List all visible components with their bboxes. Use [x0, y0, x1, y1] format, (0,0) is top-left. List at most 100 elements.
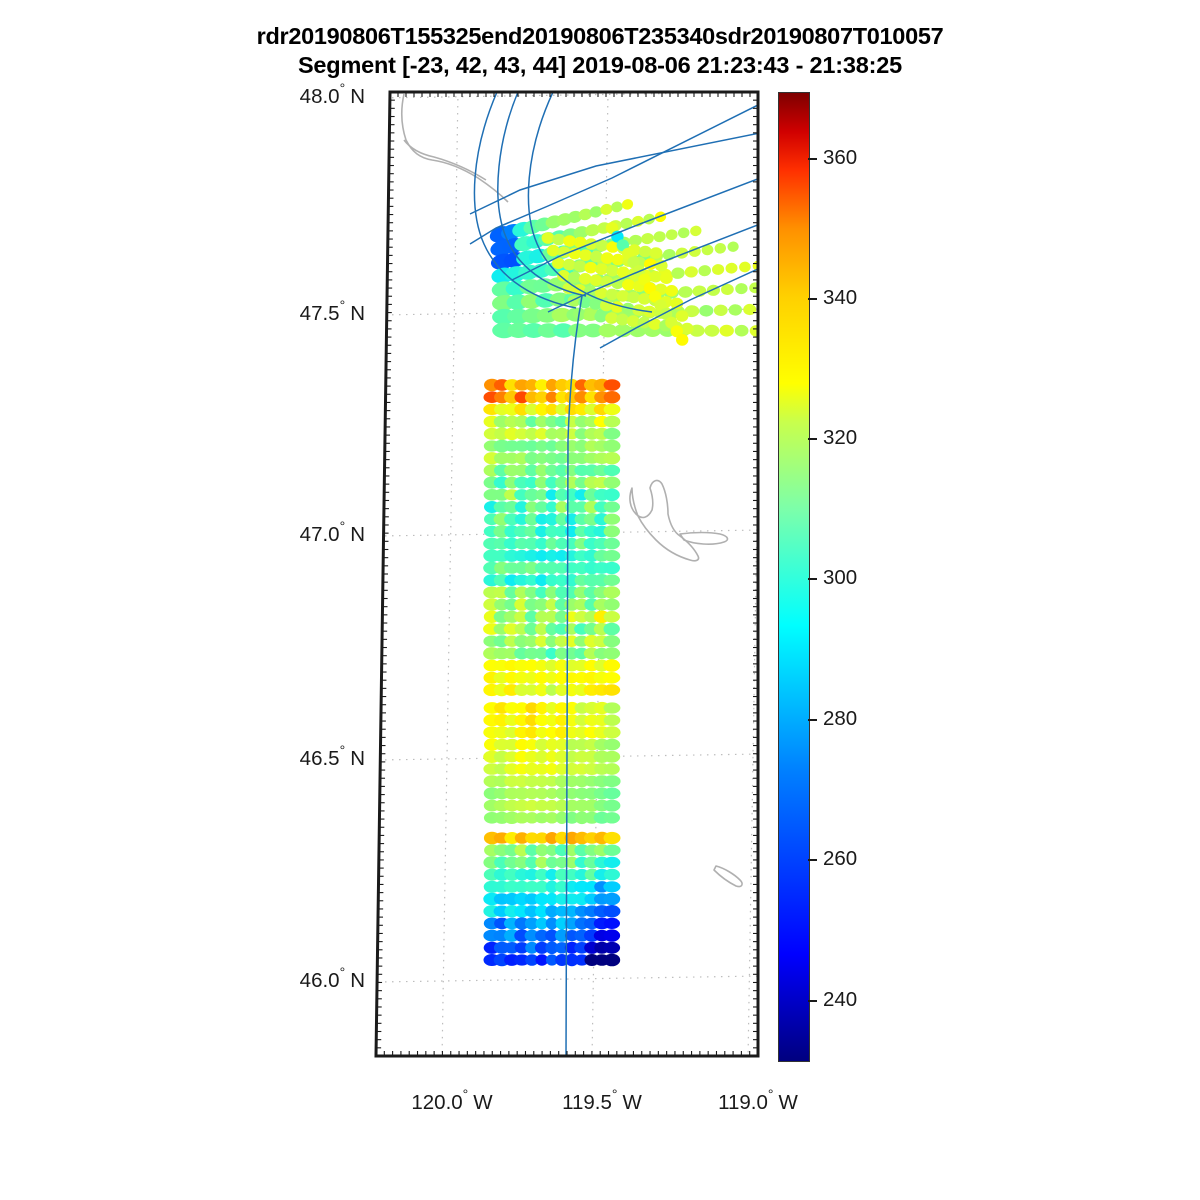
- footprint-marker: [535, 775, 549, 788]
- footprint-marker: [728, 304, 742, 316]
- footprint-marker: [514, 659, 530, 672]
- flight-track-layer: [469, 92, 758, 1056]
- footprint-marker: [603, 812, 620, 824]
- footprint-marker: [555, 763, 569, 775]
- footprint-marker: [514, 428, 529, 440]
- axis-minor-ticks: [753, 91, 758, 1057]
- footprint-marker: [552, 257, 565, 269]
- footprint-marker: [603, 476, 621, 489]
- footprint-marker: [514, 440, 530, 452]
- footprint-marker: [603, 513, 621, 525]
- latitude-label: 46.5° N: [299, 742, 365, 770]
- footprint-marker: [603, 574, 620, 586]
- footprint-marker: [545, 929, 559, 942]
- footprint-marker: [555, 537, 569, 550]
- footprint-marker: [536, 308, 558, 323]
- footprint-marker: [565, 726, 579, 739]
- flight-track-path: [547, 223, 758, 313]
- footprint-marker: [504, 452, 520, 464]
- footprint-marker: [545, 403, 559, 416]
- footprint-marker: [535, 905, 549, 918]
- footprint-marker: [620, 217, 633, 230]
- footprint-marker: [514, 750, 530, 763]
- footprint-marker: [535, 574, 549, 587]
- footprint-marker: [555, 905, 569, 917]
- footprint-marker: [555, 831, 569, 845]
- footprint-marker: [603, 750, 621, 763]
- footprint-marker: [603, 702, 621, 714]
- footprint-marker: [564, 714, 580, 727]
- footprint-marker: [545, 476, 559, 489]
- footprint-marker: [605, 312, 618, 324]
- footprint-marker: [535, 880, 549, 893]
- colorbar[interactable]: 360 340 320 300 280 260 240: [778, 92, 898, 1062]
- footprint-marker: [524, 905, 540, 918]
- footprint-marker: [545, 880, 559, 894]
- colorbar-tick-mark: [808, 578, 817, 580]
- footprint-marker: [534, 598, 549, 611]
- footprint-marker: [604, 868, 620, 881]
- footprint-marker: [524, 671, 539, 684]
- footprint-marker: [603, 439, 621, 453]
- footprint-marker: [555, 671, 569, 685]
- footprint-marker: [535, 929, 549, 942]
- footprint-marker: [648, 318, 662, 330]
- footprint-marker: [638, 293, 651, 305]
- footprint-marker: [535, 635, 549, 647]
- footprint-marker: [555, 868, 569, 881]
- flight-track-path: [599, 267, 758, 349]
- footprint-marker: [627, 256, 640, 269]
- footprint-marker: [554, 525, 569, 538]
- footprint-marker: [653, 231, 666, 243]
- footprint-marker: [524, 881, 540, 893]
- footprint-marker: [699, 304, 714, 317]
- footprint-marker: [641, 233, 654, 245]
- footprint-marker: [514, 476, 530, 489]
- footprint-marker: [589, 298, 602, 310]
- coastline-path: [713, 865, 743, 888]
- footprint-marker: [739, 261, 751, 273]
- footprint-marker: [535, 812, 549, 824]
- footprint-marker: [545, 489, 559, 501]
- map-plot-area[interactable]: [370, 88, 770, 1068]
- footprint-marker: [735, 283, 748, 295]
- footprint-marker: [535, 550, 549, 562]
- footprint-marker: [535, 440, 549, 452]
- footprint-marker: [603, 622, 620, 636]
- footprint-marker: [603, 561, 620, 575]
- footprint-marker: [675, 310, 689, 322]
- footprint-marker: [564, 750, 579, 763]
- footprint-marker: [514, 726, 530, 739]
- footprint-marker: [555, 488, 569, 501]
- footprint-marker: [606, 264, 619, 277]
- footprint-marker: [684, 266, 698, 278]
- footprint-marker: [562, 258, 576, 271]
- footprint-marker: [611, 201, 623, 213]
- footprint-marker: [600, 276, 614, 288]
- footprint-marker: [585, 224, 600, 237]
- footprint-marker: [584, 261, 598, 274]
- footprint-marker: [524, 775, 540, 788]
- footprint-marker: [525, 844, 539, 856]
- footprint-marker: [622, 279, 635, 291]
- latitude-label: 47.5° N: [299, 297, 365, 325]
- footprint-marker: [545, 586, 559, 599]
- colorbar-gradient-strip: [778, 92, 810, 1062]
- footprint-marker: [603, 714, 621, 726]
- footprint-marker: [545, 610, 559, 623]
- footprint-marker: [545, 525, 559, 538]
- coastline-layer: [401, 93, 743, 888]
- footprint-marker: [603, 787, 621, 800]
- footprint-marker: [524, 762, 539, 776]
- footprint-marker: [603, 844, 621, 856]
- footprint-marker: [514, 775, 530, 788]
- colorbar-tick-mark: [808, 298, 817, 300]
- footprint-marker: [541, 232, 555, 244]
- footprint-marker: [594, 310, 608, 323]
- footprint-marker: [583, 309, 597, 321]
- footprint-marker: [545, 905, 559, 918]
- footprint-marker: [555, 738, 569, 751]
- footprint-marker: [564, 799, 579, 812]
- footprint-marker: [638, 273, 651, 286]
